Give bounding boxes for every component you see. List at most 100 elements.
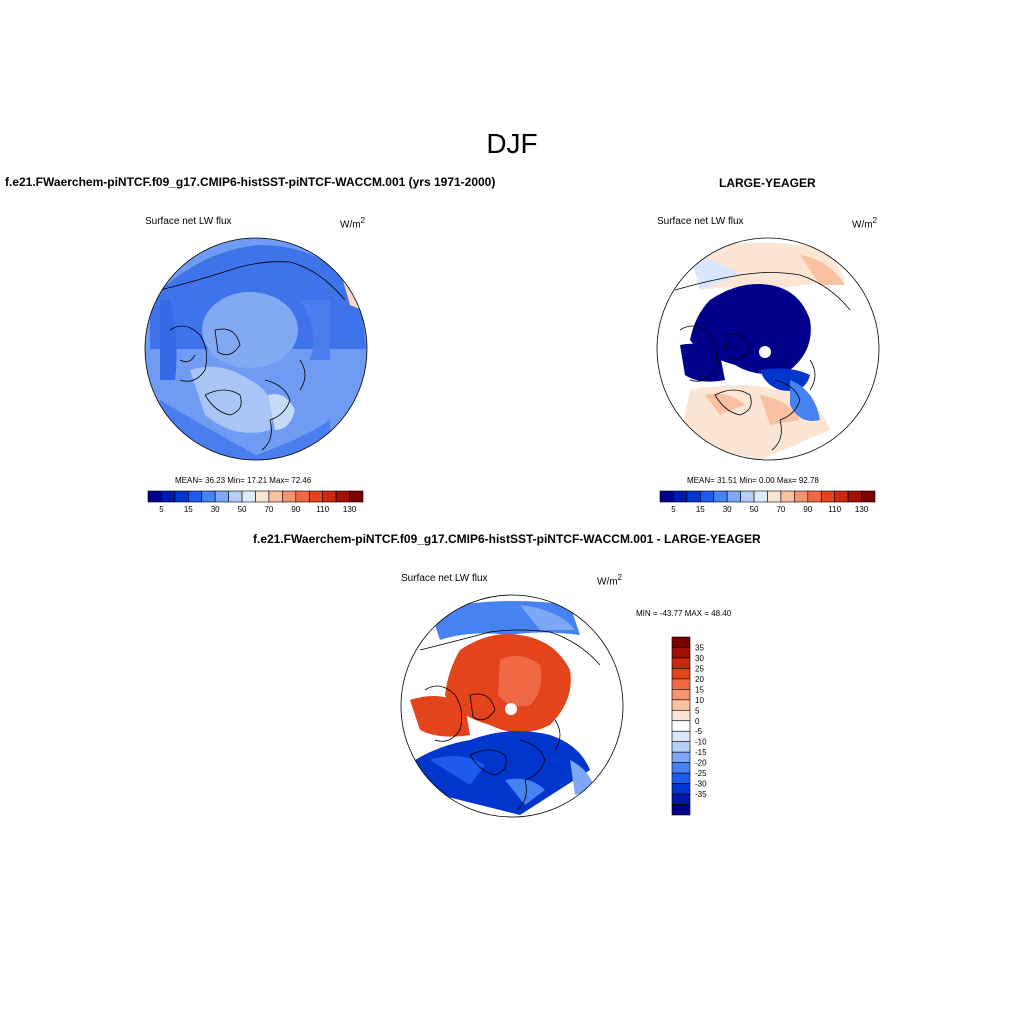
ref-colorbar-box xyxy=(700,490,715,503)
case-colorbar-box xyxy=(188,490,203,503)
ref-colorbar-label: 90 xyxy=(803,505,812,514)
case-colorbar-box xyxy=(228,490,243,503)
case-coastlines xyxy=(159,261,346,451)
diff-colorbar-label: 10 xyxy=(695,696,704,705)
diff-polar-map xyxy=(401,595,623,817)
diff-colorbar-label: 35 xyxy=(695,643,704,652)
diff-colorbar-label: -30 xyxy=(695,780,707,789)
ref-colorbar-label: 130 xyxy=(855,505,869,514)
diff-colorbar-box xyxy=(671,730,691,743)
ref-colorbar-label: 15 xyxy=(696,505,705,514)
ref-colorbar-label: 5 xyxy=(671,505,676,514)
ref-colorbar-box xyxy=(767,490,782,503)
ref-colorbar-box xyxy=(780,490,795,503)
case-colorbar-box xyxy=(322,490,337,503)
ref-colorbar-box xyxy=(861,490,876,503)
diff-colorbar-label: -10 xyxy=(695,738,707,747)
ref-coastlines xyxy=(674,272,851,451)
ref-colorbar-label: 70 xyxy=(776,505,785,514)
ref-units-label: W/m2 xyxy=(852,216,877,231)
diff-colorbar-box xyxy=(671,647,691,659)
diff-colorbar-label: -5 xyxy=(695,727,703,736)
case-variable-label: Surface net LW flux xyxy=(145,216,232,227)
diff-colorbar-box xyxy=(671,804,691,816)
diff-colorbar-box xyxy=(671,762,691,774)
case-colorbar-label: 70 xyxy=(264,505,273,514)
ref-colorbar-box xyxy=(847,490,862,503)
diff-colorbar-box xyxy=(671,657,691,669)
case-stats: MEAN= 36.23 Min= 17.21 Max= 72.46 xyxy=(175,476,312,485)
case-colorbar-label: 5 xyxy=(159,505,164,514)
diff-colorbar-box xyxy=(671,772,691,784)
ref-colorbar-label: 110 xyxy=(828,505,841,514)
ref-panel-title: LARGE-YEAGER xyxy=(719,176,816,190)
ref-colorbar-box xyxy=(834,490,849,503)
diff-colorbar-box xyxy=(671,678,691,690)
case-colorbar-box xyxy=(295,490,310,503)
case-colorbar-box xyxy=(147,490,162,503)
diff-colorbar-box xyxy=(671,709,691,722)
diff-colorbar-label: 25 xyxy=(695,664,704,673)
case-colorbar-label: 110 xyxy=(316,505,329,514)
diff-colorbar-label: 30 xyxy=(695,654,704,663)
diff-colorbar-label: 5 xyxy=(695,706,700,715)
diff-colorbar-label: 15 xyxy=(695,685,704,694)
case-colorbar-box xyxy=(161,490,176,503)
case-colorbar: 5 15 30 50 70 90 110 130 xyxy=(147,490,364,514)
ref-colorbar-box xyxy=(740,490,755,503)
ref-colorbar-box xyxy=(726,490,741,503)
diff-colorbar-label: -35 xyxy=(695,790,707,799)
case-panel-title: f.e21.FWaerchem-piNTCF.f09_g17.CMIP6-his… xyxy=(5,175,496,189)
diff-colorbar-box xyxy=(671,689,691,701)
diff-colorbar-label: -25 xyxy=(695,769,707,778)
case-colorbar-label: 90 xyxy=(291,505,300,514)
case-colorbar-label: 130 xyxy=(343,505,357,514)
case-colorbar-box xyxy=(308,490,323,503)
diff-panel-title: f.e21.FWaerchem-piNTCF.f09_g17.CMIP6-his… xyxy=(253,532,761,546)
case-colorbar-box xyxy=(214,490,229,503)
ref-stats: MEAN= 31.51 Min= 0.00 Max= 92.78 xyxy=(687,476,819,485)
diff-colorbar-box xyxy=(671,783,691,795)
case-colorbar-box xyxy=(335,490,350,503)
case-colorbar-box xyxy=(174,490,189,503)
diff-colorbar-box xyxy=(671,751,691,763)
figure-title: DJF xyxy=(486,128,538,159)
case-colorbar-box xyxy=(201,490,216,503)
case-colorbar-label: 30 xyxy=(211,505,220,514)
case-polar-map xyxy=(145,238,367,460)
diff-colorbar-label: -20 xyxy=(695,759,707,768)
ref-colorbar-box xyxy=(713,490,728,503)
diff-stats: MIN = -43.77 MAX = 48.40 xyxy=(636,609,732,618)
case-colorbar-box xyxy=(255,490,270,503)
case-colorbar-box xyxy=(349,490,364,503)
diff-units-label: W/m2 xyxy=(597,573,622,588)
diff-colorbar-label: 0 xyxy=(695,717,700,726)
diff-coastlines xyxy=(419,629,601,811)
diff-colorbar-box xyxy=(671,741,691,753)
case-units-label: W/m2 xyxy=(340,216,365,231)
case-colorbar-box xyxy=(268,490,283,503)
ref-polar-map xyxy=(657,238,879,460)
case-colorbar-box xyxy=(241,490,256,503)
ref-variable-label: Surface net LW flux xyxy=(657,216,744,227)
case-colorbar-label: 15 xyxy=(184,505,193,514)
case-colorbar-label: 50 xyxy=(238,505,247,514)
ref-colorbar-label: 30 xyxy=(723,505,732,514)
ref-colorbar-box xyxy=(659,490,674,503)
ref-colorbar: 5 15 30 50 70 90 110 130 xyxy=(659,490,876,514)
diff-colorbar-box xyxy=(671,668,691,680)
diff-colorbar-box xyxy=(671,699,691,711)
ref-colorbar-box xyxy=(753,490,768,503)
ref-colorbar-box xyxy=(820,490,835,503)
diff-colorbar-box xyxy=(671,793,691,805)
ref-colorbar-box xyxy=(794,490,809,503)
ref-colorbar-label: 50 xyxy=(750,505,759,514)
diff-colorbar-box xyxy=(671,636,691,648)
ref-colorbar-box xyxy=(686,490,701,503)
ref-colorbar-box xyxy=(673,490,688,503)
diff-colorbar-label: -15 xyxy=(695,748,707,757)
ref-colorbar-box xyxy=(807,490,822,503)
diff-colorbar-box xyxy=(671,720,691,732)
